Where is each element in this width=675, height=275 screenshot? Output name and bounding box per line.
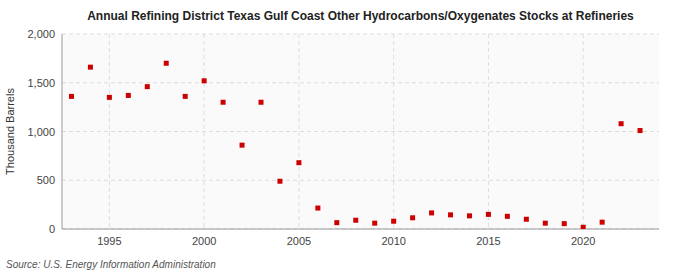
y-axis-label: Thousand Barrels (4, 88, 16, 175)
y-tick-label: 500 (37, 174, 55, 186)
grid-line-x (393, 34, 394, 229)
x-tick-label: 1995 (97, 235, 121, 247)
x-tick-label: 2000 (192, 235, 216, 247)
point (505, 214, 510, 219)
point (448, 212, 453, 217)
title: Annual Refining District Texas Gulf Coas… (87, 9, 634, 23)
point (524, 217, 529, 222)
point (410, 215, 415, 220)
point (486, 212, 491, 217)
point (334, 220, 339, 225)
grid-line-y (62, 82, 659, 83)
x-tick-label: 2020 (571, 235, 595, 247)
chart: 0 500 1,000 1,500 2,000 1995 2000 2005 2010 2015 2… (0, 0, 675, 275)
y-tick-label: 1,500 (27, 77, 55, 89)
point (353, 218, 358, 223)
y-tick-label: 0 (49, 223, 55, 235)
point (202, 78, 207, 83)
y-tick-label: 1,000 (27, 126, 55, 138)
point (562, 221, 567, 226)
point (600, 220, 605, 225)
point (638, 128, 643, 133)
point (145, 84, 150, 89)
x-tick-label: 2010 (381, 235, 405, 247)
grid-line-y (62, 229, 659, 230)
grid-line-x (488, 34, 489, 229)
points (69, 61, 643, 229)
point (429, 210, 434, 215)
point (581, 225, 586, 229)
x-axis-line (62, 229, 659, 230)
grid-line-x (204, 34, 205, 229)
point (164, 61, 169, 66)
source-note: Source: U.S. Energy Information Administ… (6, 259, 216, 270)
point (315, 206, 320, 211)
point (543, 221, 548, 226)
y-tick-label: 2,000 (27, 28, 55, 40)
point (69, 94, 74, 99)
grid-line-y (62, 34, 659, 35)
point (619, 121, 624, 126)
point (183, 94, 188, 99)
point (88, 65, 93, 70)
point (107, 95, 112, 100)
grid-line-x (109, 34, 110, 229)
point (240, 143, 245, 148)
point (126, 93, 131, 98)
point (391, 219, 396, 224)
grid-line-x (298, 34, 299, 229)
plot-area (62, 34, 659, 229)
grid-line-y (62, 180, 659, 181)
x-tick-label: 2005 (287, 235, 311, 247)
point (259, 100, 264, 105)
y-axis-line (62, 34, 63, 229)
grid (62, 34, 659, 229)
point (277, 179, 282, 184)
grid-line-x (583, 34, 584, 229)
grid-line-y (62, 131, 659, 132)
x-tick-label: 2015 (476, 235, 500, 247)
point (221, 100, 226, 105)
point (296, 160, 301, 165)
point (372, 221, 377, 226)
point (467, 213, 472, 218)
